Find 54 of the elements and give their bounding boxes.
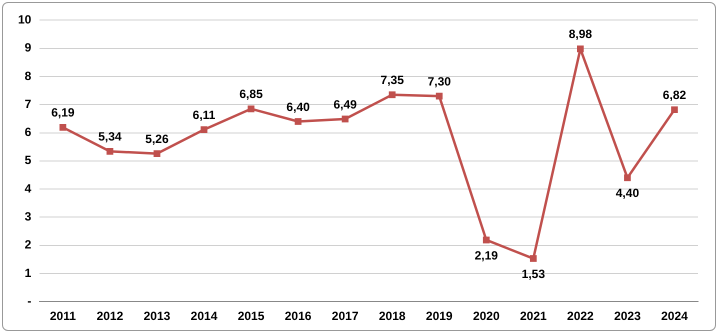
data-label: 6,49 [333, 97, 358, 112]
point [248, 105, 254, 112]
x-tick-label: 2012 [96, 309, 124, 324]
x-tick-label: 2024 [661, 309, 688, 324]
x-tick-label: 2015 [238, 309, 265, 324]
data-label: 6,11 [192, 108, 216, 122]
data-label: 7,30 [428, 74, 452, 88]
point [388, 91, 396, 98]
x-tick-label: 2016 [284, 309, 312, 324]
y-tick-label: 8 [24, 68, 32, 83]
data-label: 5,34 [98, 130, 122, 144]
data-label: 4,40 [616, 186, 640, 200]
data-label: 8,98 [568, 27, 592, 42]
data-label: 5,26 [145, 132, 169, 146]
point [200, 126, 208, 134]
x-tick-label: 2022 [567, 309, 594, 324]
y-tick-label: 6 [24, 125, 32, 140]
y-tick-label: 7 [24, 96, 32, 111]
x-tick-label: 2018 [378, 309, 406, 324]
point [342, 116, 349, 122]
y-tick-label: 4 [24, 181, 32, 196]
x-tick-label: 2013 [144, 309, 171, 324]
data-label: 6,82 [662, 88, 686, 102]
x-tick-label: 2017 [332, 309, 359, 324]
data-label: 1,53 [522, 266, 546, 281]
data-label: 6,19 [51, 106, 75, 120]
y-tick-label: - [27, 294, 32, 308]
y-tick-label: 9 [24, 40, 32, 55]
y-tick-label: 3 [24, 209, 32, 224]
point [436, 92, 443, 100]
point [106, 148, 114, 155]
data-label: 6,40 [286, 100, 310, 114]
x-tick-label: 2021 [520, 309, 548, 324]
chart-frame: 2011 2012 2013 2014 2015 2016 2017 2018 2019 2020 2021 2022 2023 2024 - 1 2 3 4 5 6 7 8 9 10 6,19 5,34 5,26 6,11 6,85 6,40 6,49 7,35 7,30 2,19 1,53 8,98 4,40 6,82 [2, 2, 716, 331]
point [294, 118, 302, 125]
y-tick-label: 10 [18, 12, 32, 27]
y-tick-label: 1 [24, 266, 32, 280]
point [577, 46, 584, 52]
point [671, 106, 678, 114]
x-tick-label: 2014 [190, 309, 218, 324]
point [482, 236, 490, 244]
point [530, 255, 537, 262]
x-tick-label: 2019 [426, 309, 453, 324]
x-tick-label: 2011 [50, 309, 76, 324]
y-tick-label: 5 [24, 153, 32, 168]
data-label: 2,19 [474, 248, 498, 262]
x-tick-label: 2023 [614, 309, 642, 324]
data-label: 7,35 [380, 73, 404, 88]
point [154, 150, 160, 157]
x-tick-label: 2020 [472, 309, 500, 324]
point [624, 174, 631, 182]
y-tick-label: 2 [24, 238, 32, 252]
data-label: 6,85 [239, 87, 264, 102]
point [60, 124, 66, 131]
